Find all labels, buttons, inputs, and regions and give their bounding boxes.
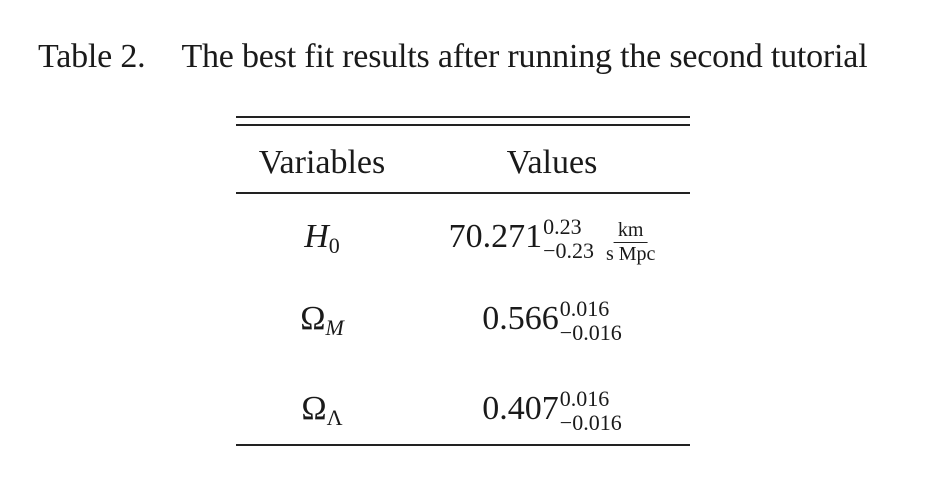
header-rule	[236, 192, 690, 194]
value-upper-error: 0.016	[559, 296, 610, 321]
symbol-subscript: M	[325, 315, 344, 340]
top-rule	[236, 116, 690, 118]
top-rule-second	[236, 124, 690, 126]
symbol-main: Ω	[301, 390, 327, 427]
value-lower-error: −0.23	[543, 238, 594, 263]
value-upper-error: 0.23	[543, 214, 582, 239]
symbol-subscript: 0	[328, 233, 340, 258]
variable-omega-m: ΩM	[300, 302, 344, 339]
value-number: 70.271	[448, 218, 543, 255]
header-variables: Variables	[258, 144, 386, 181]
value-upper-error: 0.016	[559, 386, 610, 411]
variable-omega-lambda: ΩΛ	[301, 392, 342, 429]
bottom-rule	[236, 444, 690, 446]
unit-numerator: km	[613, 220, 648, 243]
symbol-main: H	[304, 218, 329, 255]
value-number: 0.566	[482, 300, 559, 337]
symbol-main: Ω	[300, 300, 326, 337]
value-lower-error: −0.016	[559, 320, 622, 345]
unit-denominator: s Mpc	[605, 243, 656, 265]
value-omega-m: 0.566 0.016 −0.016	[482, 298, 622, 345]
value-h0: 70.271 0.23 −0.23 km s Mpc	[448, 216, 656, 265]
header-values: Values	[506, 144, 598, 181]
value-unit: km s Mpc	[606, 220, 655, 265]
value-lower-error: −0.016	[559, 410, 622, 435]
value-omega-lambda: 0.407 0.016 −0.016	[482, 388, 622, 435]
caption-label: Table 2.	[38, 38, 146, 75]
caption-text: The best fit results after running the s…	[181, 38, 868, 75]
symbol-subscript: Λ	[326, 405, 343, 430]
variable-h0: H0	[304, 220, 340, 257]
value-number: 0.407	[482, 390, 559, 427]
table-caption: Table 2. The best fit results after runni…	[38, 38, 868, 76]
